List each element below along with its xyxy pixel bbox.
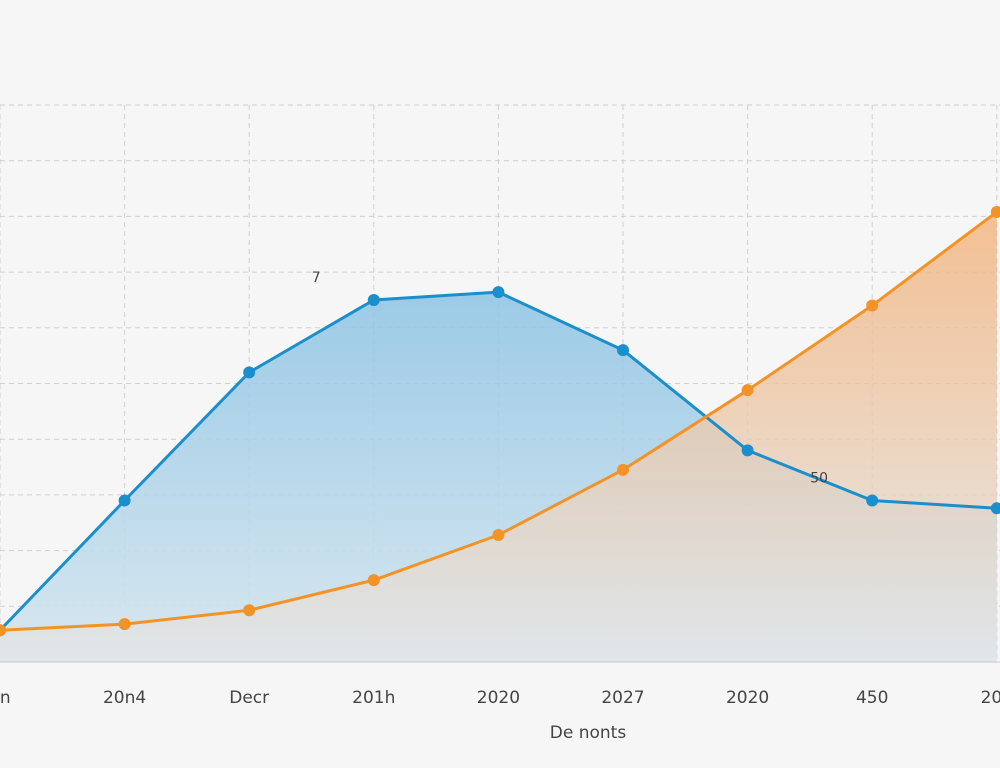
point bbox=[866, 299, 879, 312]
point bbox=[492, 529, 505, 542]
point bbox=[118, 494, 131, 507]
point bbox=[118, 618, 131, 631]
point bbox=[617, 463, 629, 476]
point bbox=[492, 286, 505, 299]
x-tick-label: 20n4 bbox=[103, 688, 146, 708]
x-tick-label: 2027 bbox=[601, 688, 644, 708]
x-tick-label: 201h bbox=[352, 688, 395, 708]
point bbox=[367, 293, 380, 306]
point bbox=[243, 366, 256, 379]
x-tick-label: 204 bbox=[981, 688, 1000, 708]
point bbox=[990, 502, 1000, 515]
point bbox=[243, 604, 256, 617]
point bbox=[367, 574, 380, 587]
x-tick-label: an bbox=[0, 688, 11, 708]
annotation: 7 bbox=[312, 270, 321, 286]
area-fill bbox=[0, 211, 997, 662]
x-tick-label: 2020 bbox=[726, 688, 769, 708]
x-tick-label: 450 bbox=[856, 688, 888, 708]
point bbox=[866, 494, 879, 507]
point bbox=[990, 205, 1000, 218]
point bbox=[741, 444, 754, 457]
point bbox=[617, 344, 629, 357]
x-tick-label: 2020 bbox=[477, 688, 520, 708]
x-axis-label: De nonts bbox=[550, 723, 627, 743]
point bbox=[741, 384, 754, 397]
x-tick-label: Decr bbox=[229, 688, 269, 708]
point bbox=[0, 624, 6, 637]
annotation: 50 bbox=[810, 470, 828, 486]
